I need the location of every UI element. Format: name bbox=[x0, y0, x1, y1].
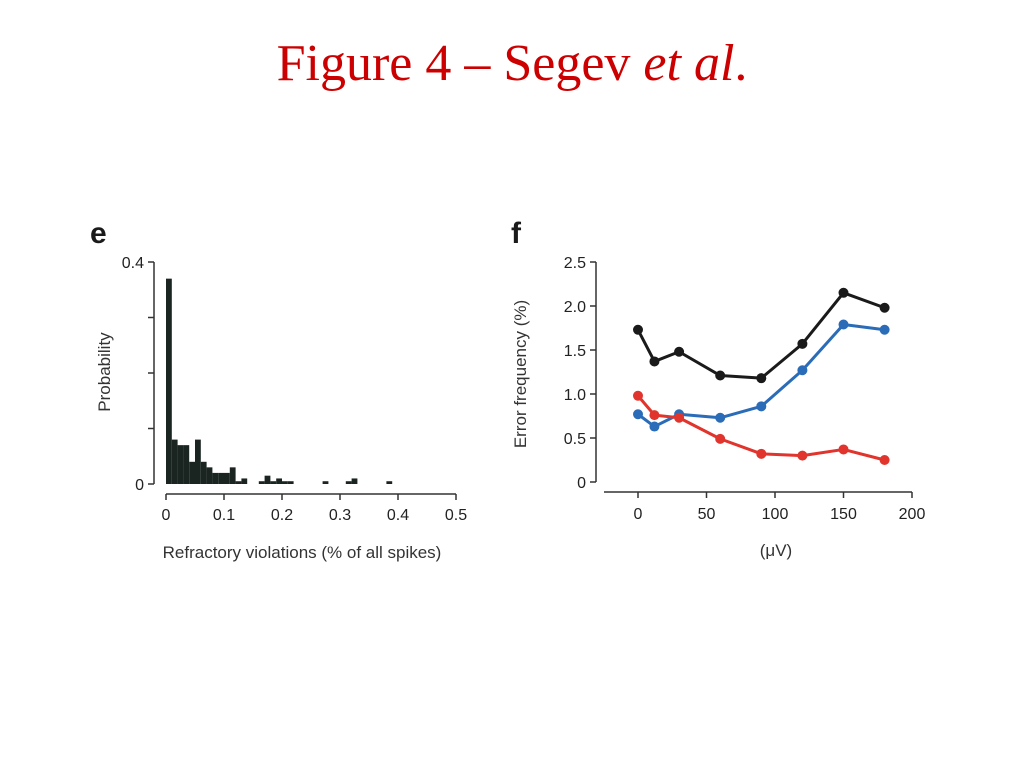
histogram-chart: 0 0.4 0 0.1 0.2 0.3 0.4 0.5 Refractory violation… bbox=[95, 255, 467, 562]
series-line-0 bbox=[636, 291, 886, 380]
histogram-bar bbox=[218, 472, 224, 484]
histogram-bar bbox=[322, 481, 329, 484]
title-italic: et al bbox=[643, 35, 735, 92]
histogram-bar bbox=[171, 439, 178, 484]
histogram-bar bbox=[276, 478, 282, 484]
y-tick-label: 0.5 bbox=[564, 431, 586, 448]
y-tick-label: 2.5 bbox=[564, 255, 586, 272]
histogram-bar bbox=[166, 278, 172, 484]
y-axis-label: Error frequency (%) bbox=[511, 300, 530, 448]
series-point-0 bbox=[649, 356, 660, 367]
x-tick-label: 0 bbox=[634, 506, 643, 523]
series-point-2 bbox=[633, 390, 643, 401]
x-tick-label: 0.5 bbox=[445, 507, 467, 524]
y-tick-label: 2.0 bbox=[564, 299, 586, 316]
histogram-bar bbox=[241, 478, 248, 484]
x-tick-label: 0.2 bbox=[271, 507, 293, 524]
y-axis-label: Probability bbox=[95, 332, 114, 412]
series-point-0 bbox=[633, 324, 643, 335]
histogram-bar bbox=[224, 472, 230, 484]
histogram-bar bbox=[177, 445, 184, 484]
series-point-0 bbox=[674, 346, 685, 357]
x-tick-label: 0 bbox=[162, 507, 171, 524]
slide-title: Figure 4 – Segev et al. bbox=[0, 38, 1024, 90]
x-tick-label: 50 bbox=[698, 506, 716, 523]
histogram-bar bbox=[282, 481, 288, 484]
histogram-bar bbox=[287, 481, 294, 484]
y-tick-label: 0 bbox=[135, 477, 144, 494]
histogram-bar bbox=[264, 475, 271, 484]
series-point-1 bbox=[838, 319, 849, 330]
series-point-2 bbox=[715, 433, 726, 444]
histogram-bar bbox=[270, 481, 277, 484]
series-point-0 bbox=[715, 370, 726, 381]
histogram-bar bbox=[183, 445, 190, 484]
series-point-0 bbox=[879, 302, 890, 313]
x-tick-label: 100 bbox=[762, 506, 789, 523]
histogram-bar bbox=[206, 467, 213, 484]
line-chart: 0 0.5 1.0 1.5 2.0 2.5 0 50 100 150 200 (μV) Error fr… bbox=[511, 255, 925, 560]
series-point-0 bbox=[797, 338, 808, 349]
series-point-2 bbox=[797, 450, 808, 461]
series-point-0 bbox=[838, 287, 849, 298]
series-point-2 bbox=[879, 455, 890, 465]
series-point-1 bbox=[756, 401, 767, 412]
x-tick-label: 200 bbox=[899, 506, 926, 523]
panel-letter-e: e bbox=[90, 217, 107, 250]
series-point-1 bbox=[715, 412, 726, 423]
series-point-1 bbox=[879, 324, 890, 335]
series-point-2 bbox=[674, 412, 685, 423]
histogram-bar bbox=[258, 481, 265, 484]
histogram-bar bbox=[212, 472, 219, 484]
series-point-1 bbox=[633, 409, 643, 420]
histogram-bar bbox=[200, 461, 207, 484]
y-tick-label: 0 bbox=[577, 475, 586, 492]
histogram-bar bbox=[345, 481, 352, 484]
histogram-bar bbox=[235, 481, 242, 484]
x-tick-label: 0.4 bbox=[387, 507, 409, 524]
series-point-1 bbox=[649, 421, 660, 432]
histogram-bar bbox=[195, 439, 201, 484]
histogram-bar bbox=[386, 481, 393, 484]
x-axis-label: (μV) bbox=[760, 541, 792, 560]
y-tick-label: 1.0 bbox=[564, 387, 586, 404]
x-axis-label: Refractory violations (% of all spikes) bbox=[163, 543, 442, 562]
histogram-bar bbox=[229, 467, 236, 484]
panel-letter-f: f bbox=[511, 217, 522, 250]
x-tick-label: 0.1 bbox=[213, 507, 235, 524]
title-main: Figure 4 – Segev bbox=[276, 35, 644, 92]
series-point-2 bbox=[838, 444, 849, 455]
series-point-2 bbox=[649, 410, 660, 421]
series-point-0 bbox=[756, 373, 767, 384]
title-end: . bbox=[734, 35, 748, 92]
histogram-bar bbox=[351, 478, 358, 484]
x-tick-label: 0.3 bbox=[329, 507, 351, 524]
y-tick-label: 1.5 bbox=[564, 343, 586, 360]
x-tick-label: 150 bbox=[830, 506, 857, 523]
y-tick-label: 0.4 bbox=[122, 255, 144, 272]
histogram-bar bbox=[189, 461, 195, 484]
series-point-2 bbox=[756, 448, 767, 459]
series-point-1 bbox=[797, 365, 808, 376]
